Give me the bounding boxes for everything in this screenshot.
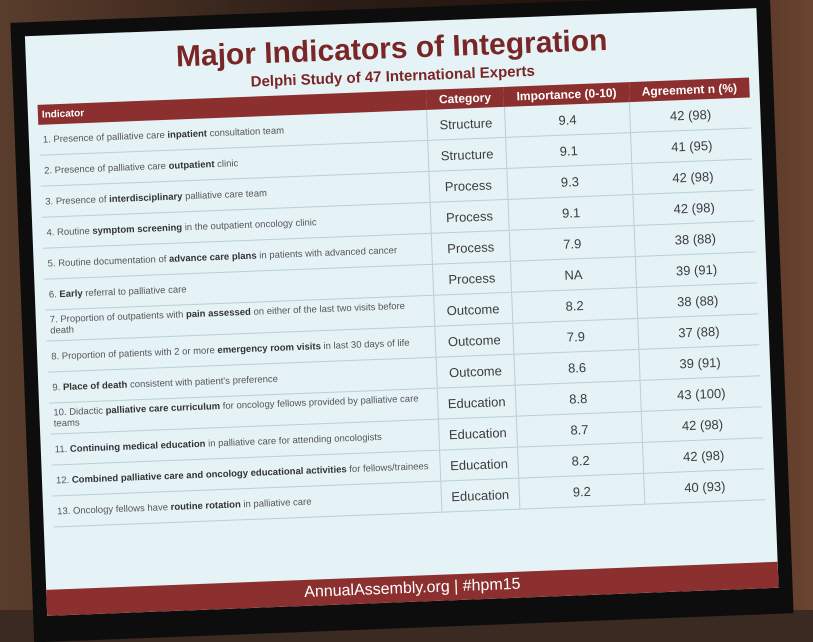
indicator-emphasis: palliative care curriculum — [105, 401, 221, 417]
agreement-cell: 38 (88) — [634, 220, 756, 257]
indicator-text: in last 30 days of life — [320, 337, 410, 352]
category-cell: Outcome — [433, 292, 513, 327]
indicator-text: palliative care team — [182, 187, 268, 202]
indicator-table: Indicator Category Importance (0-10) Agreem… — [37, 77, 766, 528]
indicator-text: 3. Presence of — [45, 193, 110, 208]
importance-cell: 9.1 — [507, 194, 635, 231]
indicator-text: clinic — [214, 157, 239, 170]
importance-cell: 9.4 — [504, 102, 631, 138]
category-cell: Outcome — [434, 323, 514, 358]
indicator-text: 2. Presence of palliative care — [43, 160, 169, 177]
agreement-cell: 38 (88) — [636, 282, 759, 319]
category-cell: Education — [440, 478, 520, 513]
indicator-emphasis: inpatient — [167, 127, 208, 141]
importance-cell: 7.9 — [512, 318, 640, 355]
indicator-emphasis: advance care plans — [168, 250, 257, 265]
indicator-text: in patients with advanced cancer — [256, 244, 398, 262]
indicator-text: 7. Proportion of outpatients with — [49, 309, 187, 326]
category-cell: Education — [439, 447, 519, 482]
indicator-text: consistent with patient's preference — [127, 373, 279, 391]
agreement-cell: 40 (93) — [643, 468, 766, 505]
indicator-text: 13. Oncology fellows have — [56, 501, 171, 517]
importance-cell: 9.1 — [505, 132, 633, 169]
agreement-cell: 42 (98) — [632, 158, 754, 195]
indicator-text: 5. Routine documentation of — [47, 253, 170, 270]
agreement-cell: 37 (88) — [638, 313, 760, 350]
agreement-cell: 42 (98) — [641, 406, 763, 443]
projection-screen: Major Indicators of Integration Delphi S… — [10, 0, 794, 642]
indicator-text: 1. Presence of palliative care — [42, 129, 168, 146]
indicator-text: 8. Proportion of patients with 2 or more — [51, 344, 218, 362]
indicator-emphasis: pain assessed — [185, 306, 252, 321]
indicator-text: in palliative care — [240, 496, 312, 510]
indicator-text: 11. — [54, 443, 71, 455]
slide-footer: AnnualAssembly.org | #hpm15 — [46, 561, 779, 616]
category-cell: Education — [438, 416, 518, 451]
indicator-emphasis: symptom screening — [92, 221, 183, 237]
indicator-emphasis: interdisciplinary — [108, 190, 183, 205]
agreement-cell: 41 (95) — [630, 127, 753, 164]
importance-cell: 8.2 — [517, 442, 644, 479]
indicator-emphasis: outpatient — [168, 158, 215, 172]
importance-cell: 8.7 — [516, 411, 643, 448]
slide: Major Indicators of Integration Delphi S… — [24, 8, 779, 616]
agreement-cell: 42 (98) — [629, 97, 751, 133]
agreement-cell: 42 (98) — [633, 189, 755, 226]
importance-cell: 7.9 — [508, 225, 636, 262]
agreement-cell: 39 (91) — [635, 251, 757, 288]
category-cell: Process — [431, 230, 511, 265]
category-cell: Process — [430, 199, 509, 234]
indicator-emphasis: Place of death — [62, 379, 128, 393]
importance-cell: 8.6 — [513, 349, 641, 386]
indicator-text: in palliative care for attending oncolog… — [205, 431, 382, 450]
agreement-cell: 43 (100) — [640, 375, 762, 412]
importance-cell: NA — [510, 256, 637, 293]
agreement-cell: 42 (98) — [642, 437, 765, 474]
indicator-text: 4. Routine — [46, 225, 93, 239]
agreement-cell: 39 (91) — [639, 344, 761, 381]
indicator-text: in the outpatient oncology clinic — [181, 216, 317, 233]
indicator-emphasis: Combined palliative care and oncology ed… — [71, 463, 347, 486]
indicator-emphasis: Early — [59, 287, 83, 300]
importance-cell: 8.2 — [511, 287, 639, 324]
category-cell: Education — [437, 385, 517, 420]
indicator-emphasis: emergency room visits — [217, 340, 322, 356]
importance-cell: 9.3 — [506, 163, 634, 200]
category-cell: Structure — [426, 106, 506, 141]
importance-cell: 9.2 — [518, 473, 646, 510]
category-cell: Process — [428, 168, 508, 203]
category-cell: Process — [432, 261, 512, 296]
indicator-text: consultation team — [206, 124, 285, 139]
indicator-text: 6. — [48, 288, 60, 301]
indicator-text: referral to palliative care — [82, 283, 187, 299]
category-cell: Structure — [427, 137, 507, 172]
indicator-emphasis: routine rotation — [170, 498, 241, 513]
indicator-text: for fellows/trainees — [346, 460, 429, 475]
indicator-emphasis: Continuing medical education — [69, 438, 206, 455]
indicator-text: 9. — [52, 381, 64, 393]
importance-cell: 8.8 — [514, 380, 642, 417]
indicator-text: 12. — [55, 474, 73, 486]
table-body: 1. Presence of palliative care inpatient… — [38, 97, 766, 528]
category-cell: Outcome — [436, 354, 515, 389]
